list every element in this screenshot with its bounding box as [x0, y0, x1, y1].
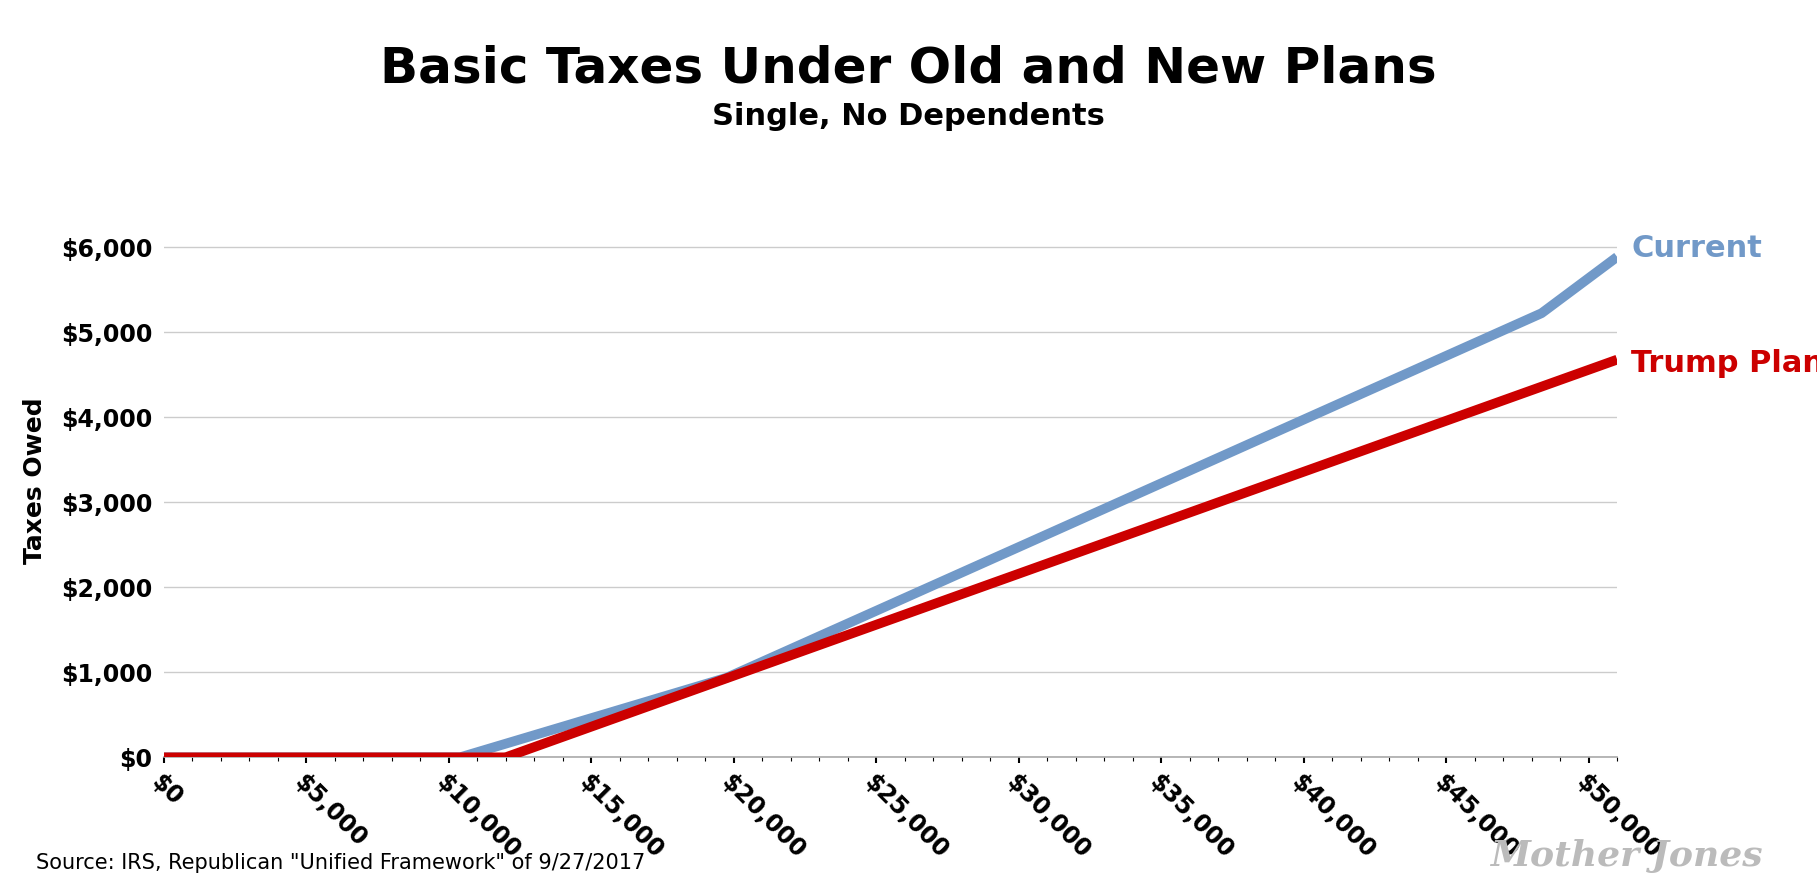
Text: Source: IRS, Republican "Unified Framework" of 9/27/2017: Source: IRS, Republican "Unified Framewo…: [36, 854, 645, 873]
Text: Basic Taxes Under Old and New Plans: Basic Taxes Under Old and New Plans: [380, 45, 1437, 93]
Text: Mother Jones: Mother Jones: [1490, 839, 1762, 873]
Y-axis label: Taxes Owed: Taxes Owed: [24, 397, 47, 565]
Text: Trump Plan: Trump Plan: [1632, 349, 1817, 379]
Text: Single, No Dependents: Single, No Dependents: [712, 102, 1105, 132]
Text: Current: Current: [1632, 233, 1762, 263]
